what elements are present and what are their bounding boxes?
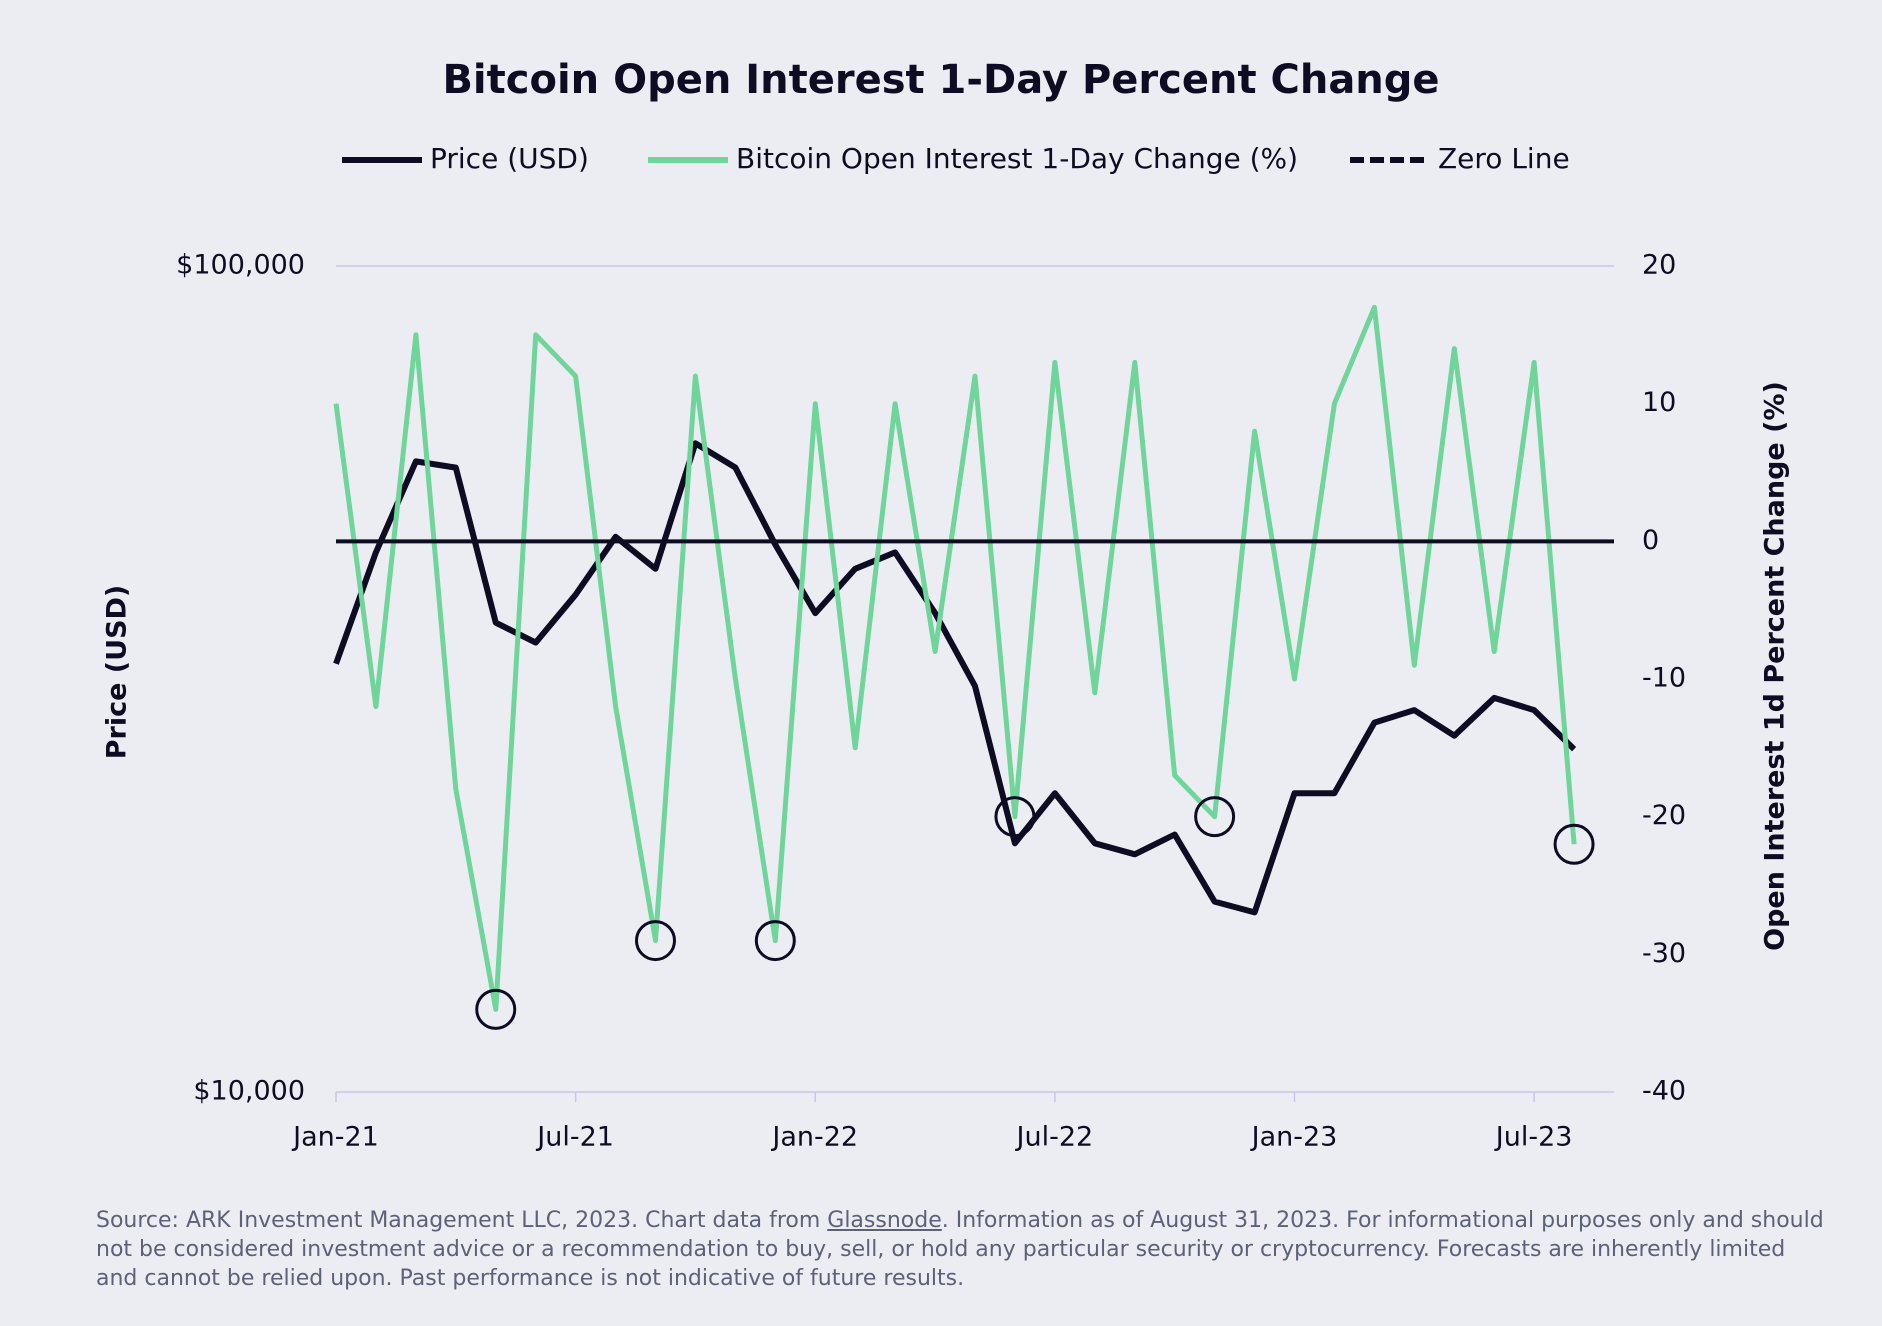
y-tick-label: $10,000 <box>193 1076 305 1107</box>
highlight-circle <box>1553 823 1595 865</box>
legend-label: Price (USD) <box>430 142 589 175</box>
highlight-circle <box>754 920 796 962</box>
highlight-circle <box>994 796 1036 838</box>
y2-tick-label: -20 <box>1642 800 1686 831</box>
y2-tick-label: 20 <box>1642 250 1676 281</box>
highlight-circle <box>635 920 676 962</box>
series-line <box>333 440 1577 916</box>
x-tick-label: Jul-21 <box>535 1122 614 1153</box>
y2-tick-label: -10 <box>1642 663 1686 694</box>
x-tick-label: Jul-23 <box>1494 1122 1573 1153</box>
x-tick-label: Jul-22 <box>1015 1122 1094 1153</box>
y2-axis-label: Open Interest 1d Percent Change (%) <box>1760 381 1791 951</box>
y2-tick-label: 0 <box>1642 525 1659 556</box>
source-text: . Information as of August 31, 2023. For… <box>96 1208 1824 1291</box>
x-tick-label: Jan-22 <box>770 1122 858 1153</box>
series-line <box>333 304 1577 1012</box>
highlight-circle <box>1194 796 1236 838</box>
y2-tick-label: 10 <box>1642 387 1676 418</box>
x-tick-label: Jan-23 <box>1250 1122 1338 1153</box>
y-tick-label: $100,000 <box>176 250 305 281</box>
source-text: Source: ARK Investment Management LLC, 2… <box>96 1208 828 1233</box>
legend-label: Bitcoin Open Interest 1-Day Change (%) <box>736 142 1298 175</box>
y2-tick-label: -40 <box>1642 1076 1686 1107</box>
x-tick-label: Jan-21 <box>291 1122 379 1153</box>
y2-tick-label: -30 <box>1642 938 1686 969</box>
chart: Bitcoin Open Interest 1-Day Percent Chan… <box>102 57 1791 1153</box>
source-link[interactable]: Glassnode <box>827 1208 942 1233</box>
chart-title: Bitcoin Open Interest 1-Day Percent Chan… <box>442 57 1439 103</box>
source-note: Source: ARK Investment Management LLC, 2… <box>96 1206 1826 1293</box>
highlight-circle <box>475 988 517 1030</box>
legend-label: Zero Line <box>1438 142 1570 175</box>
y-axis-label: Price (USD) <box>102 585 133 760</box>
